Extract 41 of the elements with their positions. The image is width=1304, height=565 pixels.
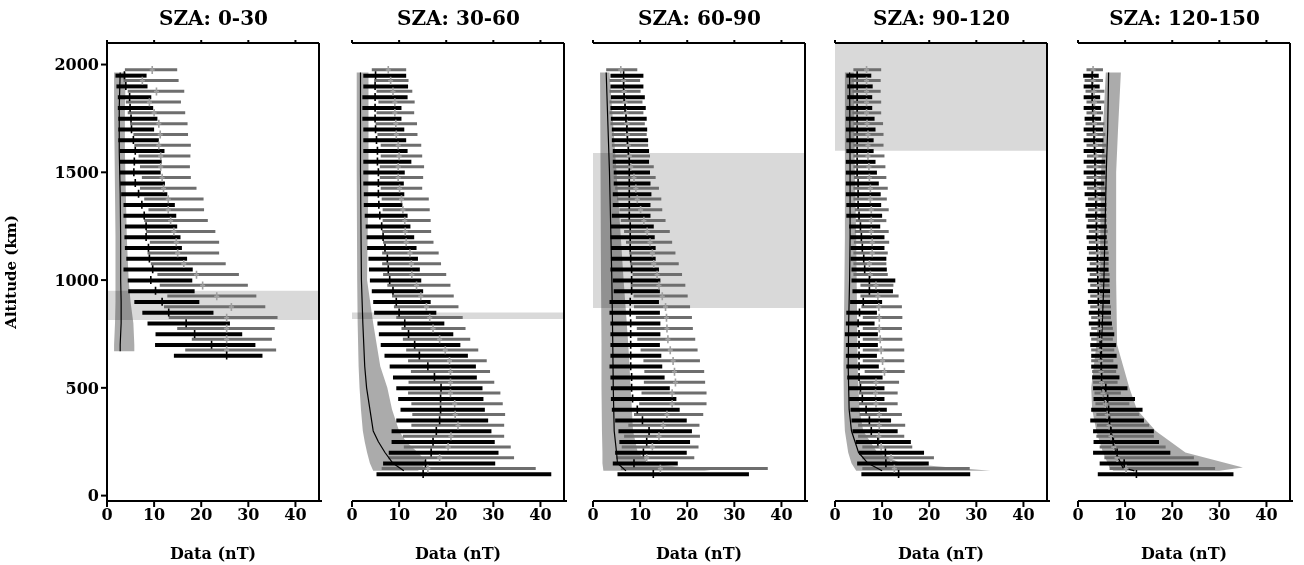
x-tick-label: 20 — [190, 505, 213, 525]
y-tick-label: 1500 — [54, 163, 99, 182]
y-tick-label: 2000 — [54, 55, 99, 75]
x-tick-label: 40 — [1012, 505, 1035, 525]
x-tick-label: 40 — [1255, 505, 1278, 525]
x-tick-label: 10 — [1113, 505, 1137, 525]
y-tick-label: 1000 — [54, 270, 99, 290]
x-tick-label: 30 — [482, 505, 505, 525]
y-axis-title: Altitude (km) — [2, 215, 21, 330]
x-tick-label: 40 — [529, 505, 552, 525]
x-tick-label: 10 — [870, 505, 894, 525]
chart-title: SZA: 0-30 — [158, 6, 269, 30]
x-tick-label: 20 — [435, 505, 458, 525]
chart-title: SZA: 60-90 — [637, 6, 762, 30]
chart-title: SZA: 90-120 — [872, 6, 1011, 30]
chart-title: SZA: 30-60 — [396, 6, 521, 30]
x-tick-label: 0 — [101, 505, 113, 525]
x-tick-label: 10 — [142, 505, 166, 525]
x-axis-title: Data (nT) — [169, 544, 257, 563]
y-tick-label: 500 — [65, 378, 99, 398]
y-tick-label: 0 — [87, 486, 99, 506]
x-tick-label: 20 — [676, 505, 699, 525]
x-axis-title: Data (nT) — [897, 544, 985, 563]
x-tick-label: 0 — [587, 505, 599, 525]
x-tick-label: 10 — [628, 505, 652, 525]
chart-title: SZA: 120-150 — [1108, 6, 1261, 30]
x-tick-label: 30 — [965, 505, 988, 525]
x-tick-label: 0 — [346, 505, 358, 525]
x-tick-label: 30 — [723, 505, 746, 525]
x-tick-label: 40 — [284, 505, 307, 525]
x-axis-title: Data (nT) — [414, 544, 502, 563]
x-tick-label: 0 — [1072, 505, 1084, 525]
x-tick-label: 10 — [387, 505, 411, 525]
x-axis-title: Data (nT) — [1140, 544, 1228, 563]
x-tick-label: 40 — [770, 505, 793, 525]
x-tick-label: 30 — [1208, 505, 1231, 525]
x-tick-label: 20 — [1161, 505, 1184, 525]
x-tick-label: 0 — [829, 505, 841, 525]
x-tick-label: 20 — [918, 505, 941, 525]
x-tick-label: 30 — [237, 505, 260, 525]
x-axis-title: Data (nT) — [655, 544, 743, 563]
